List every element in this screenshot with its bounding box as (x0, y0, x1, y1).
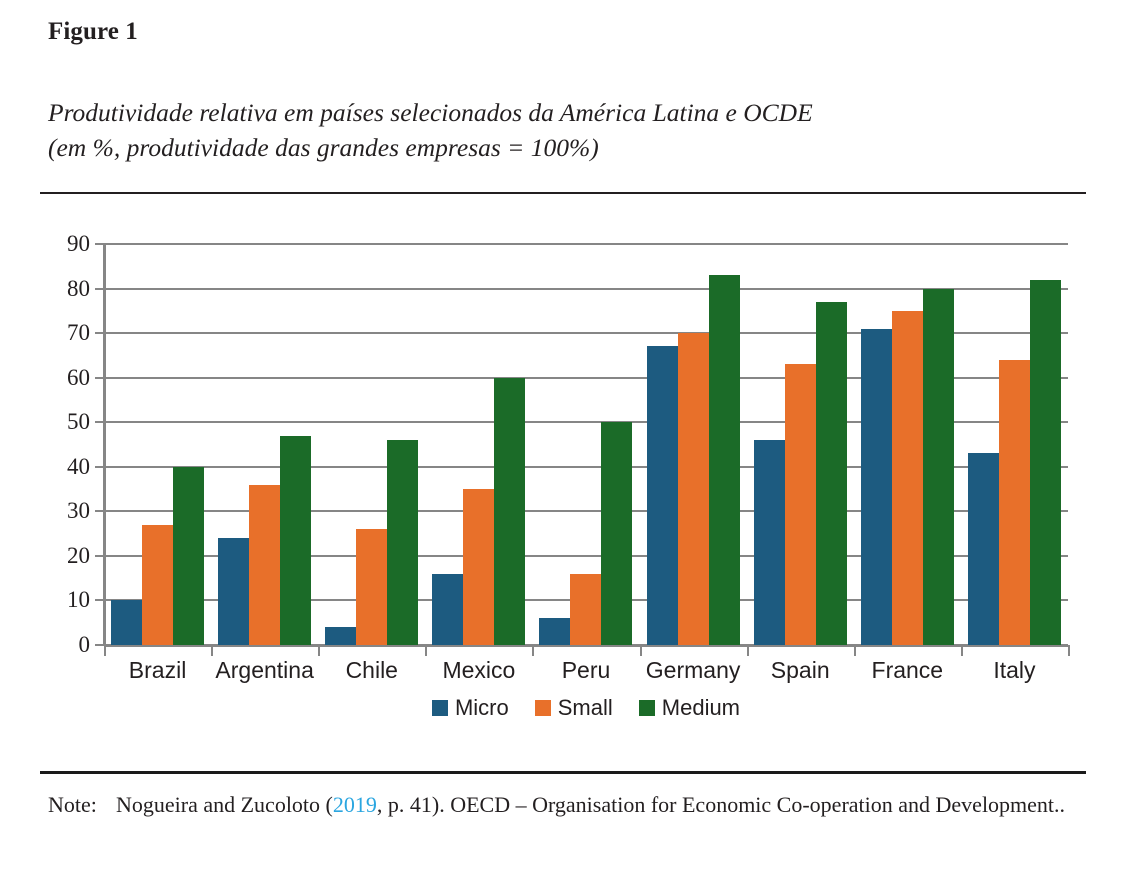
bar-medium-chile (387, 440, 419, 645)
y-axis-tick-label: 10 (67, 587, 90, 613)
divider-top (40, 192, 1086, 194)
bar-medium-germany (708, 275, 740, 645)
legend-item-micro[interactable]: Micro (431, 695, 509, 720)
bar-groups (104, 244, 1068, 645)
bar-small-germany (677, 333, 709, 645)
bar-medium-argentina (280, 435, 312, 645)
bar-group (640, 244, 747, 645)
bar-micro-spain (753, 440, 785, 645)
x-axis-label-peru: Peru (561, 657, 611, 683)
y-axis-line (103, 244, 106, 645)
x-axis-label-brazil: Brazil (128, 657, 187, 683)
x-axis-label-spain: Spain (770, 657, 830, 683)
bar-group (318, 244, 425, 645)
plot-area: 0 10 20 30 40 50 60 70 80 90 (67, 231, 1068, 657)
figure-note: Note: Nogueira and Zucoloto (2019, p. 41… (48, 790, 1088, 820)
bar-micro-france (860, 328, 892, 645)
legend-swatch-medium-icon (638, 700, 655, 716)
category-separator-tick (1068, 645, 1070, 656)
note-text-after: , p. 41). OECD – Organisation for Econom… (376, 792, 1066, 817)
x-axis-labels: Brazil Argentina Chile Mexico Peru Germany Spa… (104, 657, 1068, 684)
bar-small-chile (356, 529, 388, 645)
category-separator-tick (211, 645, 214, 656)
category-separator-tick (104, 645, 106, 656)
bar-medium-peru (601, 422, 633, 645)
bar-micro-italy (967, 453, 999, 645)
note-body: Nogueira and Zucoloto (2019, p. 41). OEC… (116, 790, 1088, 820)
bar-group (104, 244, 211, 645)
figure-label: Figure 1 (48, 18, 138, 45)
category-separator-tick (532, 645, 535, 656)
y-axis-tick-label: 0 (78, 632, 91, 657)
figure-title: Produtividade relativa em países selecio… (48, 95, 1088, 165)
figure-title-line-1: Produtividade relativa em países selecio… (48, 98, 813, 127)
legend-label-medium: Medium (661, 695, 741, 720)
y-axis-tick-label: 80 (67, 275, 90, 301)
bar-small-spain (784, 364, 816, 645)
x-axis-label-mexico: Mexico (442, 657, 516, 683)
bar-medium-brazil (173, 466, 205, 645)
bar-micro-peru (539, 618, 571, 645)
legend-item-small[interactable]: Small (534, 695, 613, 720)
legend-swatch-micro-icon (431, 700, 448, 716)
category-separator-tick (746, 645, 749, 656)
bar-small-argentina (249, 484, 281, 645)
bar-small-mexico (463, 489, 495, 645)
legend-item-medium[interactable]: Medium (638, 695, 741, 720)
note-text-before: Nogueira and Zucoloto ( (116, 792, 333, 817)
legend-label-micro: Micro (454, 695, 509, 720)
bar-micro-brazil (111, 600, 143, 645)
bar-group (854, 244, 961, 645)
legend-swatch-small-icon (534, 700, 551, 716)
figure-title-line-2: (em %, produtividade das grandes empresa… (48, 133, 599, 162)
x-axis-label-france: France (871, 657, 944, 683)
category-separator-tick (853, 645, 856, 656)
x-axis-label-italy: Italy (993, 657, 1036, 683)
category-separator-tick (960, 645, 963, 656)
bar-small-peru (570, 573, 602, 645)
bar-chart: 0 10 20 30 40 50 60 70 80 90 Brazil Argentina Chile… (40, 225, 1086, 725)
x-axis-label-germany: Germany (645, 657, 741, 683)
bar-medium-spain (815, 301, 847, 645)
bar-group (425, 244, 532, 645)
y-axis-tick-label: 70 (67, 320, 90, 346)
bar-small-italy (998, 359, 1030, 645)
category-separator-tick (425, 645, 428, 656)
bar-medium-france (922, 288, 954, 645)
chart-legend: Micro Small Medium (104, 697, 1068, 719)
bar-micro-mexico (432, 573, 464, 645)
bar-medium-italy (1029, 279, 1061, 645)
category-ticks (104, 645, 1070, 657)
bar-group (532, 244, 639, 645)
bar-group (211, 244, 318, 645)
y-axis-tick-label: 30 (67, 498, 90, 524)
x-axis-label-argentina: Argentina (215, 657, 314, 683)
bar-micro-germany (646, 346, 678, 645)
bar-small-france (891, 310, 923, 645)
category-separator-tick (318, 645, 321, 656)
y-axis-tick-label: 20 (67, 542, 90, 568)
bar-micro-argentina (218, 538, 250, 645)
category-separator-tick (639, 645, 642, 656)
note-year-link[interactable]: 2019 (332, 792, 377, 817)
bar-small-brazil (142, 524, 174, 645)
x-axis-label-chile: Chile (345, 657, 398, 683)
legend-label-small: Small (557, 695, 613, 720)
y-axis-tick-label: 50 (67, 409, 90, 435)
y-axis-tick-label: 60 (67, 364, 90, 390)
y-axis-tick-label: 40 (67, 453, 90, 479)
bar-group (961, 244, 1068, 645)
note-label: Note: (48, 792, 97, 817)
bar-group (747, 244, 854, 645)
bar-micro-chile (325, 627, 357, 645)
y-axis-tick-label: 90 (67, 231, 90, 256)
divider-note (40, 771, 1086, 774)
bar-medium-mexico (494, 377, 526, 645)
